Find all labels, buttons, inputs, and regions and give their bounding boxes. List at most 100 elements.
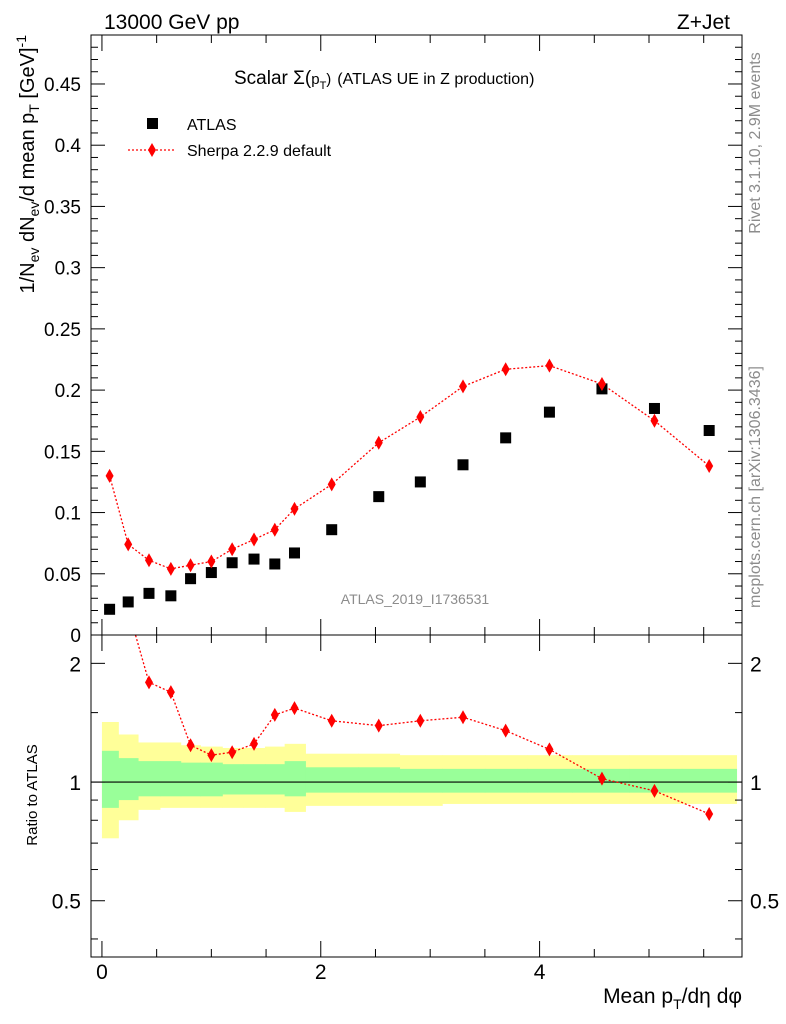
- main-y-axis-label: 1/Nev dNev/d mean pT [GeV]-1: [13, 35, 42, 294]
- sherpa-point: [144, 553, 153, 568]
- atlas-point: [648, 402, 660, 414]
- atlas-point: [205, 567, 217, 579]
- ratio-band-inner: [222, 764, 244, 795]
- legend-atlas-marker: [147, 118, 158, 129]
- atlas-point: [104, 603, 116, 615]
- sherpa-point: [124, 537, 133, 552]
- ratio-band-inner: [527, 768, 573, 793]
- xtick-label: 4: [534, 961, 546, 984]
- sherpa-point: [166, 561, 175, 576]
- xtick-label: 2: [315, 961, 327, 984]
- atlas-point: [165, 590, 177, 602]
- ratio-ytick-label-right: 1: [750, 772, 762, 795]
- ratio-band-inner: [159, 761, 182, 797]
- atlas-point: [500, 432, 512, 444]
- main-ytick-label: 0.45: [44, 75, 81, 96]
- ratio-band-inner: [399, 768, 443, 793]
- sherpa-point: [327, 477, 336, 492]
- ratio-band-inner: [442, 768, 486, 793]
- legend: ATLAS Sherpa 2.2.9 default: [128, 117, 332, 160]
- ratio-band-inner: [629, 768, 683, 793]
- sherpa-point: [597, 376, 606, 391]
- ratio-sherpa-point: [501, 723, 510, 738]
- main-ytick-label: 0.4: [55, 136, 82, 157]
- main-ytick-label: 0.2: [55, 381, 81, 402]
- atlas-point: [326, 524, 338, 536]
- x-axis: 0 2 4: [96, 635, 705, 984]
- atlas-point: [373, 491, 385, 503]
- atlas-point: [122, 596, 134, 608]
- sherpa-point: [290, 501, 299, 516]
- ratio-sherpa-point: [705, 806, 714, 821]
- xtick-label: 0: [96, 961, 108, 984]
- atlas-point: [543, 406, 555, 418]
- ratio-sherpa-point: [374, 718, 383, 733]
- ratio-plot-area: [91, 635, 742, 839]
- ratio-y-axis: 0.5 0.5 1 1 2 2: [52, 653, 779, 940]
- atlas-point: [414, 476, 426, 488]
- sherpa-point: [459, 379, 467, 394]
- ratio-band-inner: [305, 767, 359, 793]
- atlas-point: [269, 558, 281, 570]
- sherpa-point: [228, 542, 237, 557]
- ratio-y-axis-label: Ratio to ATLAS: [24, 744, 41, 845]
- ratio-plot-panel: 0.5 0.5 1 1 2 2 0 2 4 Ratio to ATLAS Mean pT/dη…: [24, 634, 779, 1012]
- ratio-band-inner: [284, 761, 306, 797]
- atlas-point: [457, 459, 469, 471]
- main-ytick-label: 0.3: [55, 259, 81, 280]
- atlas-point: [703, 425, 715, 437]
- ratio-band-inner: [681, 768, 738, 793]
- ratio-band-inner: [484, 768, 529, 793]
- ratio-sherpa-point: [327, 713, 336, 728]
- main-plot-panel: 0 0.05 0.1 0.15 0.2 0.25 0.3 0.35 0.4 0.45 Scalar…: [13, 34, 743, 647]
- sherpa-point: [270, 522, 279, 537]
- legend-sherpa-label: Sherpa 2.2.9 default: [187, 143, 332, 160]
- ratio-band-inner: [180, 762, 201, 797]
- sherpa-point: [501, 362, 510, 377]
- ratio-band-inner: [243, 764, 266, 795]
- ratio-ytick-label-left: 0.5: [52, 891, 81, 914]
- sherpa-point: [250, 532, 259, 547]
- ratio-band-inner: [118, 758, 139, 801]
- process-label: Z+Jet: [677, 11, 730, 34]
- ratio-band-inner: [138, 761, 161, 797]
- ratio-sherpa-point: [207, 748, 216, 763]
- main-ytick-label: 0.15: [44, 442, 81, 463]
- main-plot-area: [104, 358, 715, 615]
- ratio-ytick-label-left: 2: [69, 653, 81, 676]
- ratio-sherpa-point: [186, 738, 195, 753]
- ratio-sherpa-point: [270, 707, 279, 722]
- ratio-sherpa-point: [597, 771, 606, 786]
- legend-sherpa-marker: [148, 143, 156, 157]
- main-ytick-label: 0: [70, 626, 81, 647]
- main-ytick-label: 0.35: [44, 197, 81, 218]
- ratio-sherpa-point: [290, 701, 299, 716]
- ratio-ytick-label-right: 2: [750, 653, 762, 676]
- ratio-sherpa-point: [228, 745, 237, 760]
- sherpa-point: [416, 410, 425, 425]
- x-axis-label: Mean pT/dη dφ: [603, 985, 742, 1012]
- ratio-ytick-label-left: 1: [69, 772, 81, 795]
- plot-title: Scalar Σ(pT) (ATLAS UE in Z production): [234, 68, 534, 92]
- sherpa-point: [705, 459, 714, 474]
- atlas-point: [248, 553, 260, 565]
- analysis-watermark: ATLAS_2019_I1736531: [341, 591, 490, 607]
- ratio-plot-frame: [90, 634, 743, 958]
- main-ytick-label: 0.25: [44, 320, 81, 341]
- ratio-band-inner: [357, 767, 401, 793]
- mcplots-label: mcplots.cern.ch [arXiv:1306.3436]: [747, 366, 764, 608]
- ratio-sherpa-point: [166, 685, 175, 700]
- ratio-sherpa-point: [459, 710, 467, 725]
- sherpa-point: [545, 358, 554, 373]
- sherpa-point: [186, 558, 195, 573]
- ratio-sherpa-point: [250, 736, 259, 751]
- atlas-point: [289, 547, 301, 559]
- ratio-sherpa-point: [650, 783, 659, 798]
- energy-label: 13000 GeV pp: [104, 11, 239, 34]
- sherpa-point: [207, 554, 216, 569]
- ratio-band-inner: [101, 750, 119, 808]
- atlas-point: [185, 573, 197, 585]
- ratio-band-inner: [200, 762, 223, 797]
- main-ytick-label: 0.05: [44, 565, 81, 586]
